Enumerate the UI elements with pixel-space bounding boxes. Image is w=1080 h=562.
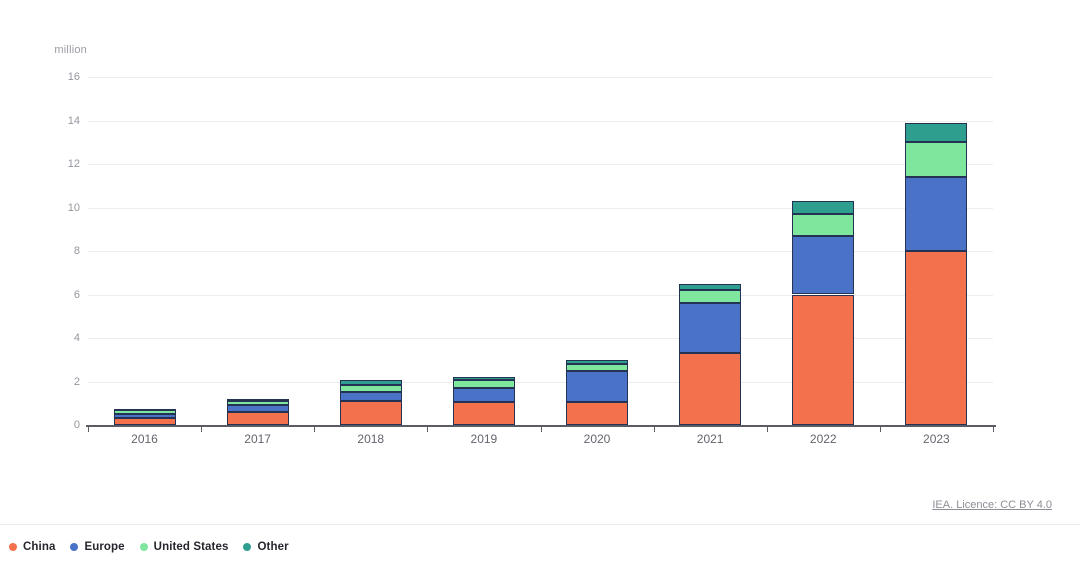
x-tick-label-2018: 2018 [357,432,385,446]
legend-swatch-icon-europe [70,543,79,551]
gridline-6 [88,294,993,296]
x-axis-tick [88,426,89,432]
y-tick-label-12: 12 [67,158,80,170]
y-tick-label-14: 14 [67,114,80,127]
bar-segment-2019-china[interactable] [452,402,515,425]
y-tick-label-0: 0 [73,419,80,431]
y-tick-label-10: 10 [67,201,80,214]
x-tick-label-2020: 2020 [583,432,611,446]
bar-segment-2022-europe[interactable] [792,235,855,295]
y-tick-label-2: 2 [73,375,80,388]
bar-segment-2021-china[interactable] [679,353,742,425]
y-tick-label-6: 6 [73,288,80,301]
x-tick-label-2019: 2019 [470,432,498,446]
gridline-12 [88,164,993,165]
x-tick-label-2022: 2022 [809,432,837,446]
gridline-10 [88,207,993,209]
legend-item-other[interactable]: Other [243,541,289,553]
bar-segment-2017-other[interactable] [226,398,289,402]
bar-segment-2023-other[interactable] [905,122,968,143]
gridline-14 [88,120,993,122]
bar-segment-2021-united-states[interactable] [679,290,742,304]
bar-segment-2017-united-states[interactable] [226,401,289,406]
x-axis-tick [653,426,655,432]
bar-segment-2016-united-states[interactable] [113,410,176,414]
gridline-2 [88,381,993,383]
bar-segment-2016-europe[interactable] [113,413,176,419]
legend-label-united-states: United States [153,541,229,553]
legend-item-europe[interactable]: Europe [70,541,125,553]
footer-divider [0,524,1080,525]
gridline-16 [88,77,993,78]
bar-segment-2023-china[interactable] [905,251,968,425]
y-tick-label-8: 8 [73,245,80,257]
gridline-4 [88,338,993,339]
bar-segment-2017-europe[interactable] [226,405,289,412]
bar-segment-2018-europe[interactable] [339,392,402,402]
legend-label-china: China [23,541,56,553]
bar-segment-2019-united-states[interactable] [452,380,515,389]
bar-segment-2023-united-states[interactable] [905,142,968,178]
bar-segment-2020-europe[interactable] [566,370,629,403]
bar-segment-2020-united-states[interactable] [566,364,629,371]
bar-segment-2018-other[interactable] [339,380,402,385]
bar-segment-2016-other[interactable] [113,408,176,411]
bar-segment-2021-europe[interactable] [679,303,742,354]
legend-item-china[interactable]: China [9,541,55,553]
y-tick-label-4: 4 [73,332,80,344]
x-axis-tick [766,426,768,432]
x-tick-label-2017: 2017 [244,432,271,446]
x-tick-label-2023: 2023 [923,432,950,446]
bar-segment-2023-europe[interactable] [905,177,968,251]
legend-swatch-icon-china [9,543,17,551]
legend: China Europe United States Other [9,541,289,553]
legend-label-other: Other [257,541,289,553]
bar-segment-2020-china[interactable] [566,402,629,425]
bar-segment-2022-united-states[interactable] [792,214,855,236]
plot-area [86,77,996,432]
bar-segment-2022-china[interactable] [792,294,855,425]
legend-label-europe: Europe [84,541,125,553]
y-axis-unit-label: million [54,44,87,56]
bar-segment-2020-other[interactable] [566,359,629,365]
x-tick-label-2021: 2021 [696,432,724,446]
legend-swatch-icon-united-states [139,543,148,551]
bar-segment-2019-other[interactable] [452,377,515,381]
attribution-link[interactable]: IEA. Licence: CC BY 4.0 [932,499,1052,511]
legend-swatch-icon-other [243,543,252,551]
x-axis-tick [314,426,316,432]
legend-item-united-states[interactable]: United States [139,541,229,553]
bar-segment-2021-other[interactable] [679,283,742,291]
y-tick-label-16: 16 [67,71,80,83]
bar-segment-2018-united-states[interactable] [339,384,402,393]
x-axis-tick [201,426,203,432]
x-axis-tick [427,426,429,432]
x-axis-tick [540,426,542,432]
bar-segment-2022-other[interactable] [792,200,855,215]
bar-segment-2017-china[interactable] [226,411,289,425]
x-tick-label-2016: 2016 [131,432,158,446]
bar-segment-2016-china[interactable] [113,418,176,425]
bar-segment-2019-europe[interactable] [452,388,515,403]
gridline-8 [88,251,993,252]
x-axis-tick [879,426,881,432]
x-axis-tick [993,426,994,432]
bar-segment-2018-china[interactable] [339,401,402,425]
